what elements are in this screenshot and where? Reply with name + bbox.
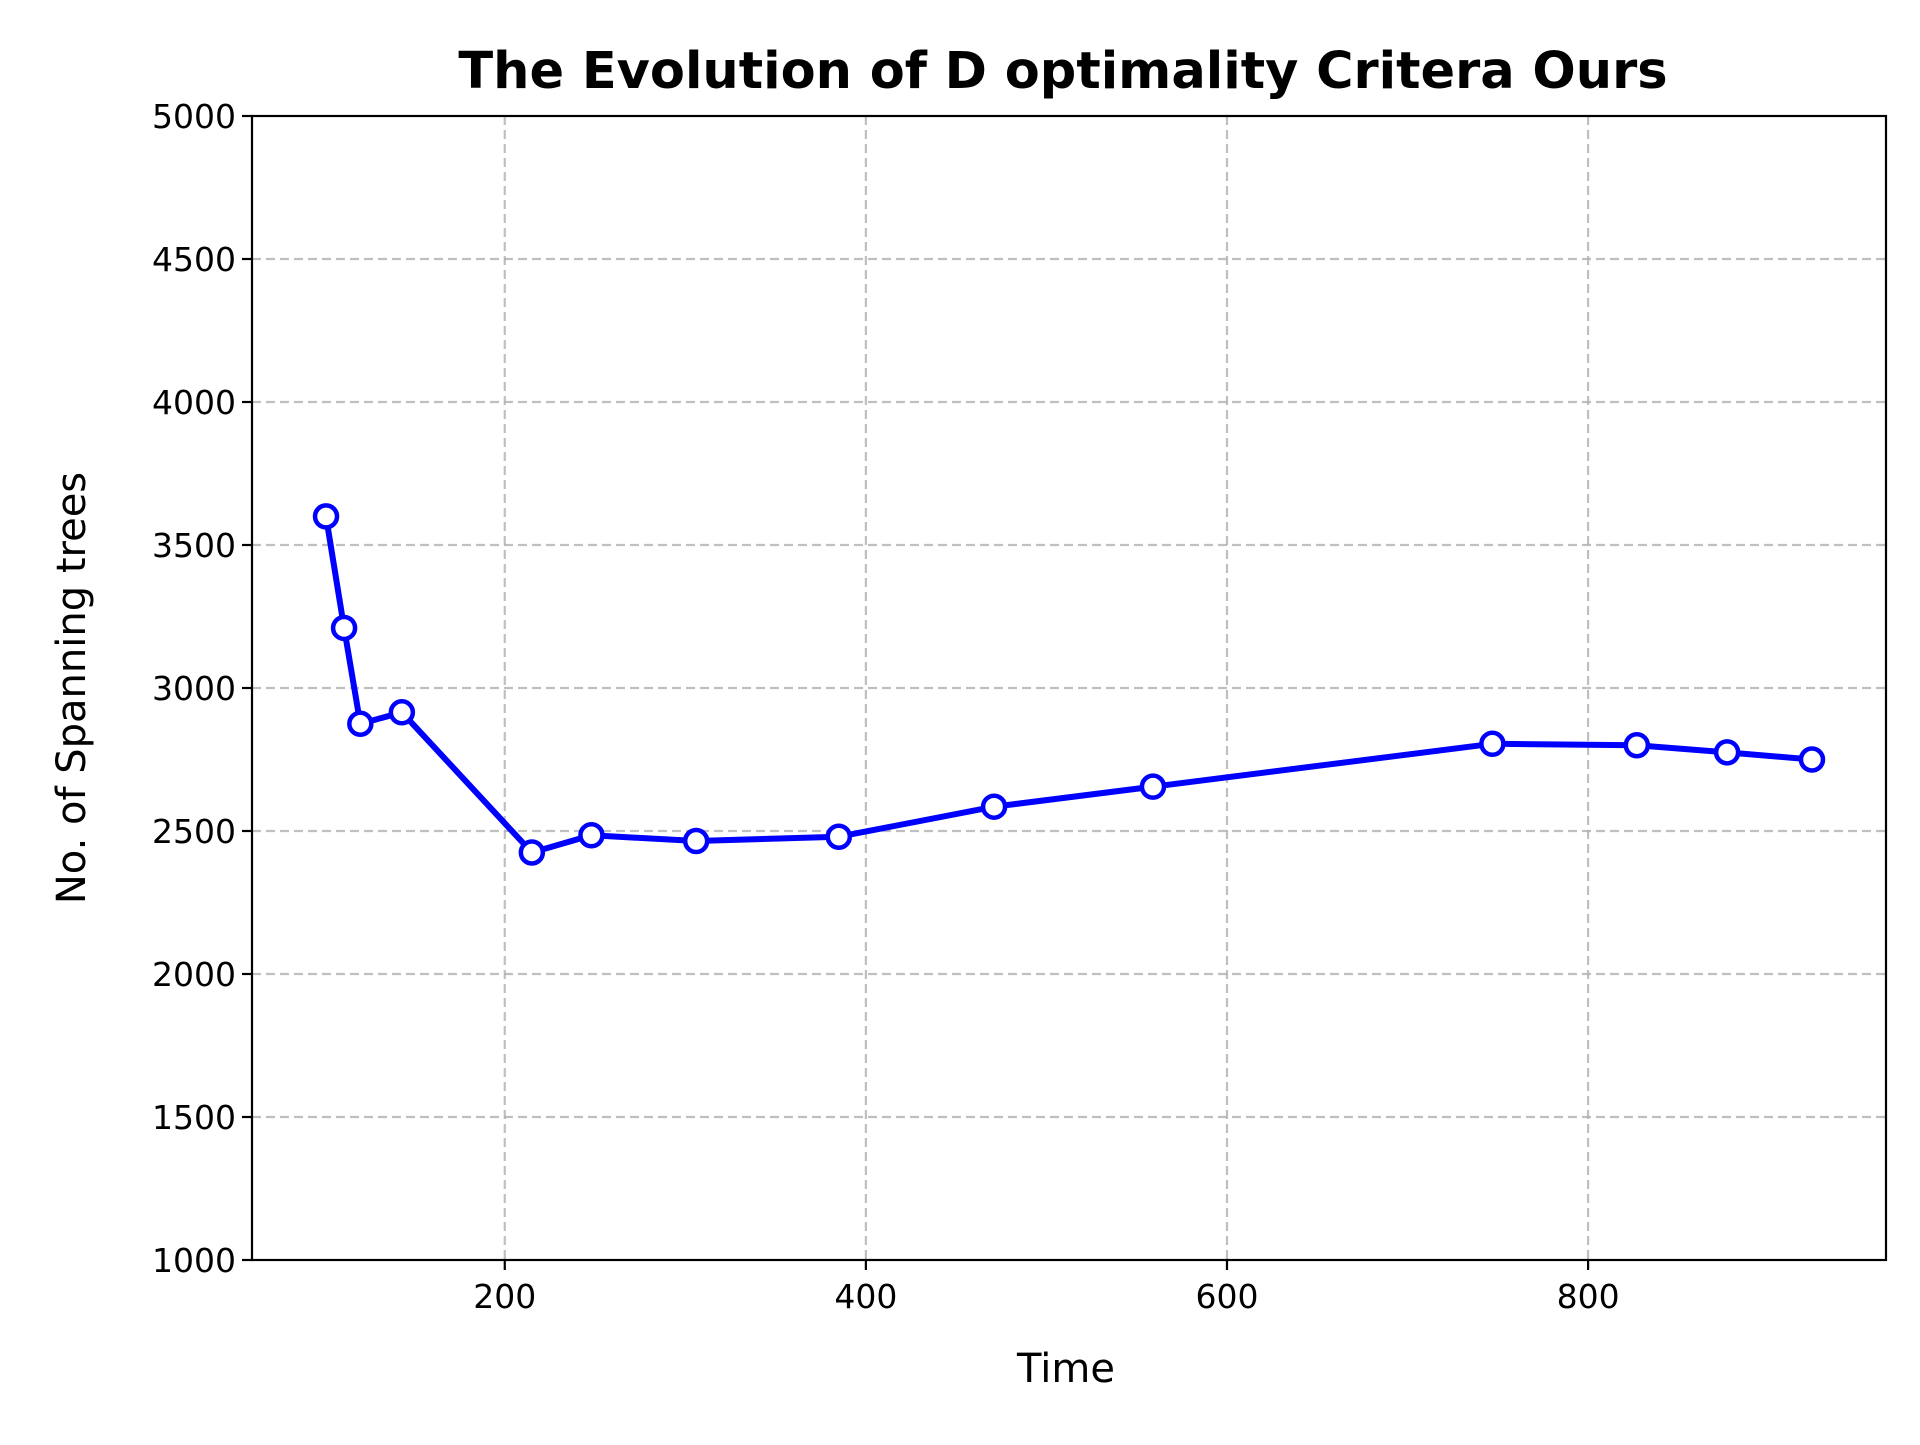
chart-title: The Evolution of D optimality Critera Ou… — [458, 42, 1667, 101]
x-axis-label: Time — [1016, 1346, 1115, 1392]
y-tick-label: 5000 — [152, 97, 236, 136]
data-point — [1713, 739, 1741, 766]
data-point — [347, 710, 374, 737]
x-tick-label: 400 — [834, 1277, 897, 1316]
data-point — [330, 614, 358, 642]
series-layer — [312, 503, 1826, 866]
data-point — [1798, 746, 1826, 773]
data-point — [518, 839, 546, 866]
data-point — [682, 827, 710, 855]
data-point — [312, 503, 340, 530]
data-point — [1623, 731, 1651, 759]
y-tick-label: 3000 — [152, 669, 236, 708]
data-point — [1139, 773, 1167, 800]
x-tick-label: 800 — [1557, 1277, 1620, 1316]
data-point — [825, 823, 853, 850]
y-tick-label: 1000 — [152, 1241, 236, 1280]
data-point — [578, 822, 605, 849]
y-tick-label: 2000 — [152, 955, 236, 994]
x-tick-label: 200 — [473, 1277, 536, 1316]
data-point — [388, 699, 416, 726]
y-axis-label: No. of Spanning trees — [49, 472, 95, 904]
ticks-layer: 200 400 600 800 1000 1500 2000 2500 3000 3500 4000… — [152, 97, 1620, 1316]
grid-layer — [252, 116, 1886, 1260]
x-tick-label: 600 — [1195, 1277, 1258, 1316]
y-tick-label: 4500 — [152, 240, 236, 279]
y-tick-label: 1500 — [152, 1098, 236, 1137]
y-tick-label: 2500 — [152, 812, 236, 851]
data-point — [980, 793, 1008, 820]
data-point — [1479, 730, 1506, 758]
y-tick-label: 3500 — [152, 526, 236, 565]
y-tick-label: 4000 — [152, 383, 236, 422]
